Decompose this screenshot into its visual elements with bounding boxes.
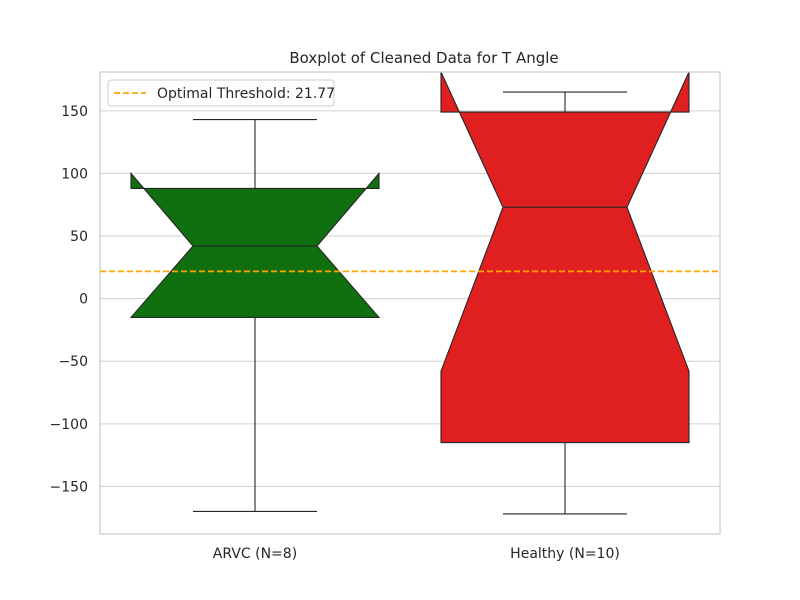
y-tick-label: 150	[61, 104, 88, 120]
y-tick-label: 100	[61, 166, 88, 182]
x-tick-label: ARVC (N=8)	[213, 546, 297, 562]
notched-box	[129, 171, 381, 318]
y-tick-label: 0	[79, 292, 88, 308]
y-tick-label: 50	[70, 229, 88, 245]
notched-box	[440, 71, 690, 444]
legend: Optimal Threshold: 21.77	[107, 79, 335, 107]
legend-threshold-label: Optimal Threshold: 21.77	[157, 86, 335, 102]
plot-frame	[99, 71, 721, 535]
chart-title: Boxplot of Cleaned Data for T Angle	[289, 49, 558, 67]
x-tick-label: Healthy (N=10)	[510, 546, 620, 562]
y-tick-label: −150	[50, 479, 88, 495]
tick-layer: −150 −100 −50 0 50 100 150 ARVC (N=8) Healthy (N…	[50, 104, 620, 562]
legend-box	[107, 79, 335, 107]
y-tick-label: −100	[50, 417, 88, 433]
y-tick-label: −50	[58, 354, 88, 370]
box-layer	[129, 71, 690, 515]
